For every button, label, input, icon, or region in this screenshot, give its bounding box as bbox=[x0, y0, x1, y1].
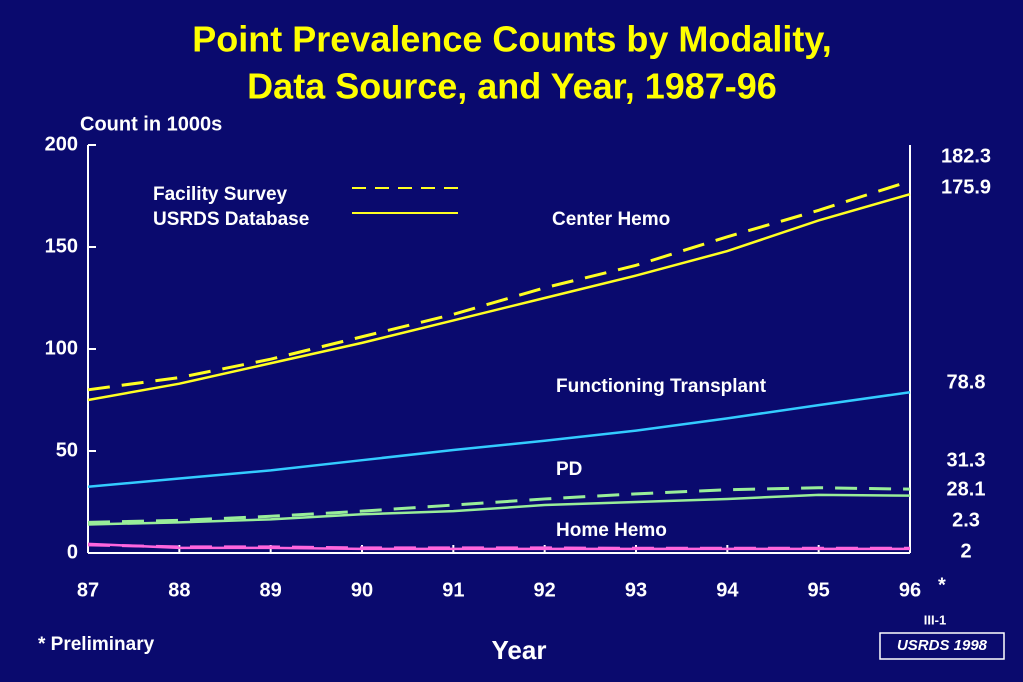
end-value-label: 28.1 bbox=[947, 478, 986, 500]
legend-label: Facility Survey bbox=[153, 184, 288, 205]
x-tick-label: 87 bbox=[77, 579, 99, 601]
y-tick-label: 200 bbox=[45, 133, 78, 155]
y-tick-label: 150 bbox=[45, 235, 78, 257]
end-value-label: 78.8 bbox=[947, 371, 986, 393]
x-tick-label: 91 bbox=[442, 579, 464, 601]
y-axis-label: Count in 1000s bbox=[80, 113, 222, 135]
x-tick-label: 88 bbox=[168, 579, 190, 601]
series-line bbox=[87, 391, 911, 488]
end-value-label: 175.9 bbox=[941, 176, 991, 198]
legend-label: USRDS Database bbox=[153, 209, 309, 230]
x-tick-label: 92 bbox=[534, 579, 556, 601]
series-line bbox=[87, 542, 910, 551]
preliminary-mark: * bbox=[938, 574, 946, 596]
series-line bbox=[87, 179, 911, 392]
series-line bbox=[87, 192, 911, 402]
y-tick-label: 50 bbox=[56, 439, 78, 461]
series-name: Functioning Transplant bbox=[556, 376, 767, 397]
x-tick-label: 96 bbox=[899, 579, 921, 601]
series-name: Home Hemo bbox=[556, 520, 667, 541]
chart-title: Data Source, and Year, 1987-96 bbox=[247, 66, 777, 107]
x-tick-label: 89 bbox=[260, 579, 282, 601]
x-tick-label: 95 bbox=[808, 579, 830, 601]
chart-title: Point Prevalence Counts by Modality, bbox=[192, 19, 831, 60]
x-tick-label: 90 bbox=[351, 579, 373, 601]
y-tick-label: 100 bbox=[45, 337, 78, 359]
end-value-label: 2 bbox=[960, 540, 971, 562]
series-name: PD bbox=[556, 459, 582, 480]
source-box bbox=[879, 632, 1005, 660]
x-tick-label: 93 bbox=[625, 579, 647, 601]
page-code: III-1 bbox=[924, 612, 946, 627]
source: USRDS 1998 bbox=[897, 637, 988, 654]
x-axis-label: Year bbox=[492, 635, 547, 665]
series-line bbox=[87, 486, 911, 524]
end-value-label: 2.3 bbox=[952, 509, 980, 531]
end-value-label: 182.3 bbox=[941, 145, 991, 167]
end-value-label: 31.3 bbox=[947, 449, 986, 471]
y-tick-label: 0 bbox=[67, 541, 78, 563]
footnote: * Preliminary bbox=[38, 634, 155, 655]
series-name: Center Hemo bbox=[552, 209, 670, 230]
series-line bbox=[87, 493, 911, 526]
x-tick-label: 94 bbox=[716, 579, 739, 601]
